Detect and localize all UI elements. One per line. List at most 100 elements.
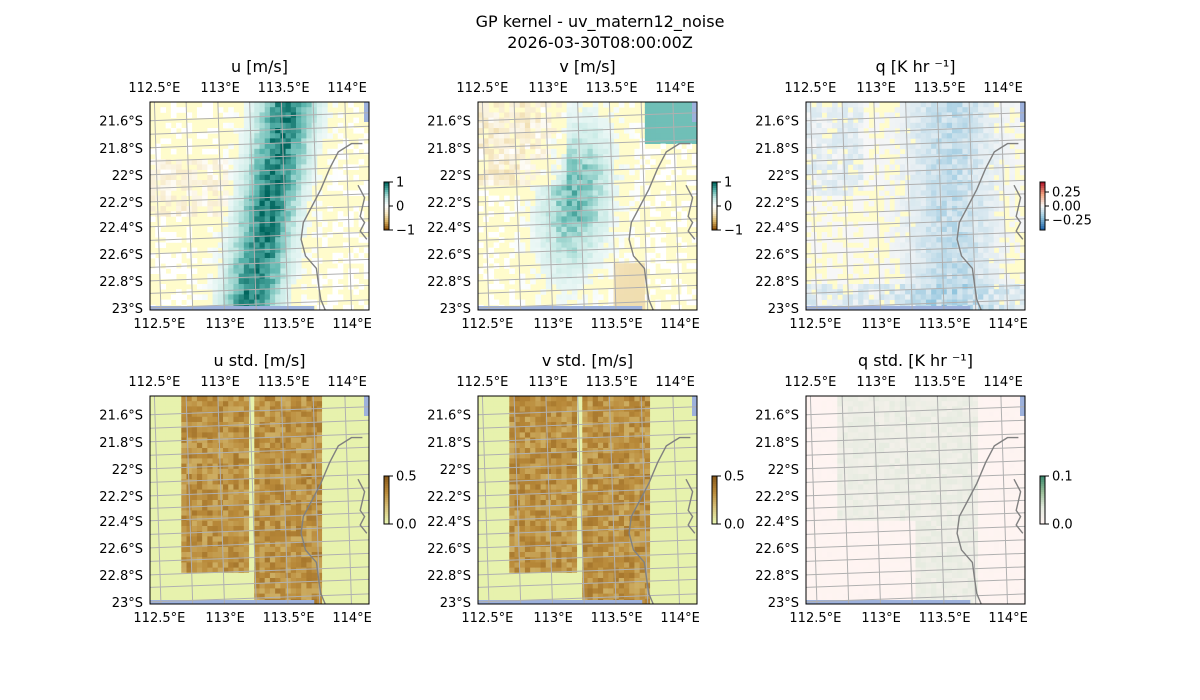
- heatmap-cell: [259, 102, 266, 108]
- heatmap-cell: [223, 273, 229, 280]
- heatmap-cell: [301, 416, 307, 423]
- heatmap-cell: [243, 200, 250, 207]
- heatmap-cell: [566, 273, 573, 280]
- heatmap-cell: [233, 494, 240, 501]
- heatmap-cell: [998, 154, 1005, 160]
- heatmap-cell: [238, 180, 245, 186]
- heatmap-cell: [233, 552, 240, 558]
- colorbar-segment: [712, 186, 717, 189]
- heatmap-cell: [228, 427, 234, 433]
- heatmap-cell: [587, 258, 594, 264]
- colorbar-segment: [384, 212, 389, 215]
- heatmap-cell: [504, 133, 510, 139]
- heatmap-cell: [603, 133, 609, 139]
- heatmap-cell: [936, 242, 942, 248]
- heatmap-cell: [577, 299, 583, 306]
- heatmap-cell: [806, 294, 812, 300]
- heatmap-cell: [618, 117, 625, 124]
- heatmap-cell: [327, 541, 333, 548]
- heatmap-cell: [925, 206, 932, 212]
- heatmap-cell: [269, 294, 276, 300]
- heatmap-cell: [280, 474, 286, 480]
- heatmap-cell: [254, 159, 260, 165]
- colorbar-segment: [384, 220, 389, 223]
- heatmap-cell: [920, 278, 927, 285]
- heatmap-cell: [952, 169, 958, 176]
- heatmap-cell: [160, 258, 167, 264]
- parallel-line: [149, 299, 370, 309]
- heatmap-cell: [519, 273, 526, 280]
- heatmap-cell: [207, 174, 213, 181]
- heatmap-cell: [519, 117, 526, 124]
- heatmap-cell: [941, 273, 948, 280]
- heatmap-cell: [592, 221, 599, 228]
- heatmap-cell: [196, 448, 203, 454]
- heatmap-cell: [181, 562, 187, 568]
- heatmap-cell: [311, 510, 318, 516]
- heatmap-cell: [545, 206, 552, 212]
- heatmap-cell: [1014, 242, 1021, 248]
- heatmap-cell: [488, 138, 495, 144]
- heatmap-cell: [196, 526, 203, 532]
- heatmap-cell: [478, 242, 484, 248]
- heatmap-cell: [290, 242, 297, 248]
- heatmap-cell: [535, 128, 541, 134]
- heatmap-cell: [806, 284, 812, 290]
- heatmap-cell: [962, 278, 969, 285]
- heatmap-cell: [223, 562, 229, 568]
- heatmap-cell: [925, 258, 932, 264]
- heatmap-cell: [207, 448, 213, 454]
- heatmap-cell: [254, 427, 260, 433]
- heatmap-cell: [910, 107, 916, 113]
- heatmap-cell: [691, 138, 698, 144]
- heatmap-cell: [155, 232, 161, 238]
- heatmap-cell: [920, 164, 927, 170]
- heatmap-cell: [238, 294, 245, 300]
- heatmap-cell: [842, 294, 849, 300]
- heatmap-cell: [946, 117, 953, 124]
- heatmap-cell: [243, 143, 250, 150]
- heatmap-cell: [249, 567, 255, 574]
- heatmap-cell: [353, 128, 359, 134]
- heatmap-cell: [941, 159, 948, 165]
- heatmap-cell: [967, 268, 974, 274]
- heatmap-cell: [1019, 252, 1026, 259]
- heatmap-cell: [212, 536, 219, 542]
- heatmap-cell: [259, 489, 266, 496]
- heatmap-cell: [186, 237, 193, 243]
- heatmap-cell: [259, 169, 266, 176]
- heatmap-cell: [941, 133, 948, 139]
- heatmap-cell: [566, 133, 573, 139]
- heatmap-cell: [249, 273, 255, 280]
- heatmap-cell: [249, 406, 255, 412]
- heatmap-cell: [905, 242, 911, 248]
- heatmap-cell: [269, 437, 276, 444]
- meridian-line: [249, 101, 257, 311]
- heatmap-cell: [1019, 294, 1026, 300]
- heatmap-cell: [280, 422, 286, 428]
- colorbar-segment: [384, 216, 389, 219]
- heatmap-cell: [207, 536, 213, 542]
- colorbar-segment: [384, 182, 389, 185]
- heatmap-cell: [285, 448, 292, 454]
- heatmap-cell: [212, 411, 219, 418]
- heatmap-cell: [285, 159, 292, 165]
- heatmap-cell: [978, 133, 984, 139]
- heatmap-cell: [889, 268, 896, 274]
- heatmap-cell: [603, 195, 609, 202]
- heatmap-cell: [306, 195, 313, 202]
- heatmap-cell: [905, 258, 911, 264]
- heatmap-cell: [275, 432, 281, 438]
- heatmap-cell: [957, 148, 963, 155]
- heatmap-cell: [488, 128, 495, 134]
- heatmap-cell: [228, 484, 234, 490]
- heatmap-cell: [223, 401, 229, 407]
- heatmap-cell: [176, 252, 182, 259]
- heatmap-cell: [196, 107, 203, 113]
- heatmap-cell: [983, 294, 989, 300]
- heatmap-cell: [243, 273, 250, 280]
- heatmap-cell: [691, 263, 698, 269]
- heatmap-cell: [238, 174, 245, 181]
- heatmap-cell: [566, 252, 573, 259]
- heatmap-cell: [269, 268, 276, 274]
